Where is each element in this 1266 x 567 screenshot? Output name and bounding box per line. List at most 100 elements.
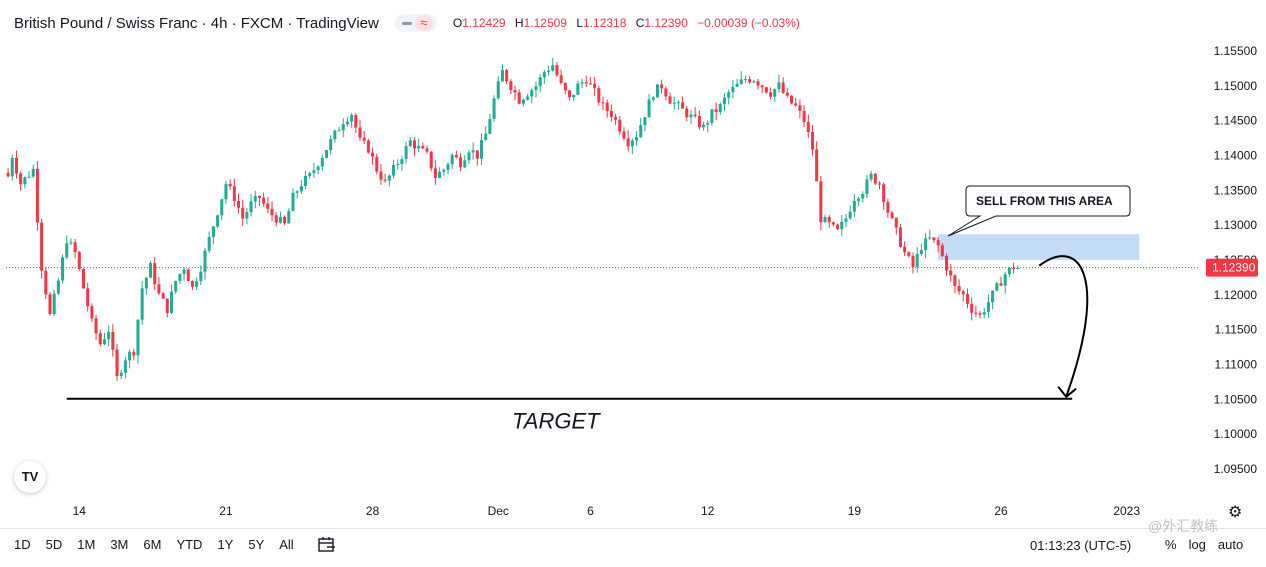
candle-down <box>513 90 517 93</box>
sell-callout[interactable]: SELL FROM THIS AREA <box>947 185 1131 237</box>
candle-up <box>119 372 123 377</box>
gear-icon[interactable]: ⚙ <box>1228 504 1243 521</box>
time-tick-label: Dec <box>488 504 509 518</box>
range-1m[interactable]: 1M <box>77 537 96 552</box>
candle-down <box>785 92 789 96</box>
percent-toggle[interactable]: % <box>1165 537 1177 552</box>
candle-up <box>576 83 580 95</box>
candle-down <box>40 222 44 271</box>
candle-up <box>52 293 56 315</box>
price-tick-label: 1.10500 <box>1214 392 1258 406</box>
chart-header: British Pound / Swiss Franc · 4h · FXCM … <box>14 12 800 34</box>
last-price-label: 1.12390 <box>1206 258 1258 277</box>
range-3m[interactable]: 3M <box>110 537 129 552</box>
time-tick-label: 21 <box>219 504 233 518</box>
candle-up <box>320 157 324 167</box>
candle-up <box>488 118 492 134</box>
tradingview-logo[interactable]: TV <box>14 461 46 493</box>
range-5d[interactable]: 5D <box>45 537 63 552</box>
range-1y[interactable]: 1Y <box>217 537 234 552</box>
candle-down <box>379 171 383 180</box>
indicator-pill[interactable]: ≈ <box>394 14 437 32</box>
candle-up <box>136 319 140 356</box>
candle-up <box>735 83 739 87</box>
candle-down <box>898 227 902 247</box>
candle-up <box>1003 274 1007 286</box>
candle-up <box>848 211 852 219</box>
candle-down <box>936 240 940 246</box>
candle-up <box>722 97 727 105</box>
time-tick-label: 12 <box>701 504 715 518</box>
candle-up <box>928 237 932 239</box>
range-all[interactable]: All <box>279 537 294 552</box>
candle-up <box>107 331 111 340</box>
candle-up <box>211 226 215 237</box>
candle-up <box>869 173 873 180</box>
candle-down <box>383 179 387 181</box>
candle-up <box>655 84 659 98</box>
candle-up <box>739 79 743 84</box>
candle-down <box>237 200 241 208</box>
candle-up <box>718 104 722 112</box>
candle-down <box>907 252 911 256</box>
calendar-range-icon[interactable] <box>318 537 336 553</box>
candle-up <box>542 72 546 78</box>
candle-up <box>463 160 467 168</box>
candle-down <box>44 270 48 295</box>
candle-down <box>186 269 190 281</box>
sell-zone[interactable] <box>938 234 1140 260</box>
time-tick-label: 14 <box>73 504 87 518</box>
candle-down <box>94 318 98 334</box>
candle-up <box>144 277 148 289</box>
candle-down <box>810 132 814 150</box>
low-value: 1.12318 <box>583 16 627 30</box>
candle-down <box>283 216 287 224</box>
candle-down <box>366 140 370 153</box>
candle-up <box>245 212 249 219</box>
candle-up <box>450 154 454 165</box>
range-1d[interactable]: 1D <box>14 537 31 552</box>
candle-down <box>81 268 86 289</box>
candle-up <box>446 164 450 170</box>
candle-down <box>622 131 626 139</box>
auto-toggle[interactable]: auto <box>1217 537 1244 552</box>
symbol-title[interactable]: British Pound / Swiss Franc · 4h · FXCM … <box>14 14 379 32</box>
candle-up <box>484 133 488 141</box>
candle-up <box>991 290 995 303</box>
price-tick-label: 1.10000 <box>1214 427 1258 441</box>
candle-down <box>262 197 266 204</box>
candle-down <box>760 85 764 88</box>
log-toggle[interactable]: log <box>1188 537 1206 552</box>
candle-down <box>429 151 433 169</box>
range-5y[interactable]: 5Y <box>248 537 265 552</box>
candle-down <box>903 246 907 253</box>
candle-up <box>852 200 856 212</box>
candle-down <box>764 87 768 93</box>
candle-up <box>924 238 928 250</box>
candle-down <box>697 116 701 128</box>
timezone-clock[interactable]: 01:13:23 (UTC-5) <box>1030 538 1132 553</box>
candle-up <box>65 243 69 258</box>
candle-up <box>1016 267 1020 270</box>
range-6m[interactable]: 6M <box>143 537 162 552</box>
time-tick-label: 26 <box>994 504 1008 518</box>
candle-up <box>865 179 869 195</box>
target-label: TARGET <box>512 409 601 434</box>
price-tick-label: 1.15500 <box>1214 44 1258 58</box>
candle-up <box>647 99 651 118</box>
candle-up <box>220 199 224 216</box>
range-ytd[interactable]: YTD <box>176 537 203 552</box>
candle-down <box>601 102 605 104</box>
candle-up <box>731 86 735 93</box>
candle-up <box>496 81 500 99</box>
candle-up <box>295 191 299 193</box>
candle-up <box>316 166 320 171</box>
time-axis[interactable]: 14 21 28 Dec 6 12 19 26 2023 <box>73 504 1141 518</box>
candle-down <box>609 110 613 117</box>
candle-down <box>584 82 588 84</box>
candle-up <box>169 291 173 313</box>
candle-up <box>919 249 923 254</box>
candle-up <box>69 242 73 244</box>
candle-down <box>165 298 169 313</box>
